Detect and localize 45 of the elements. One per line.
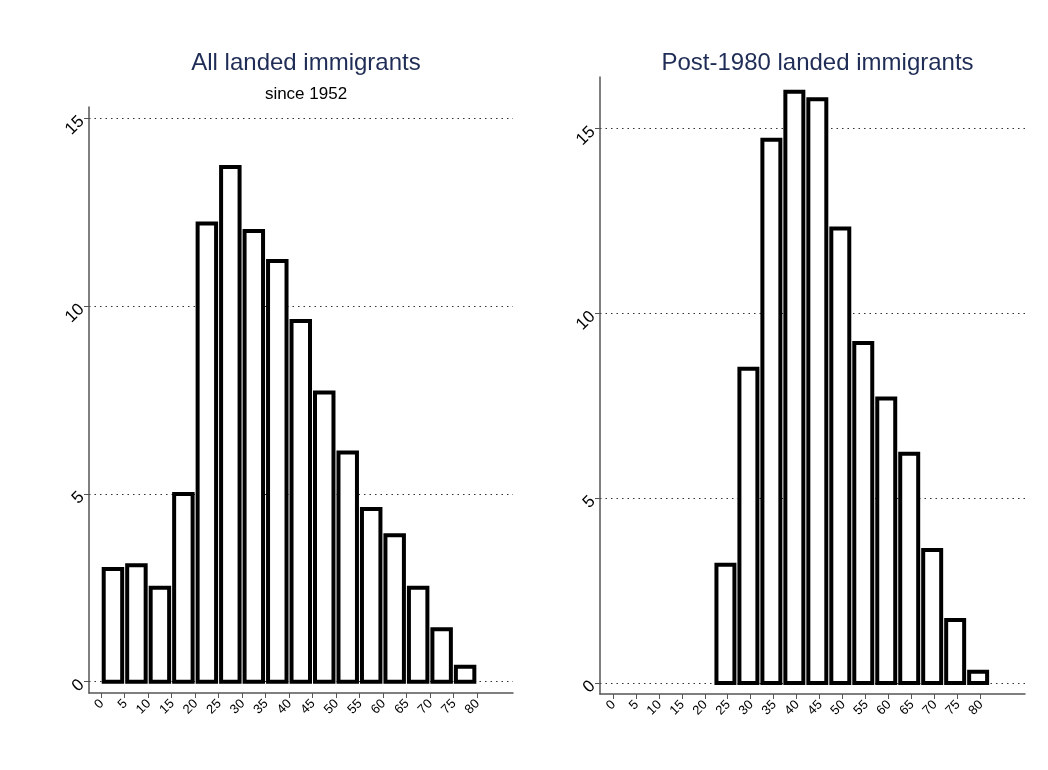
x-tick-label: 40 (781, 696, 802, 718)
x-tick-label: 60 (367, 695, 389, 717)
x-tick-label: 75 (941, 696, 963, 718)
x-tick-label: 70 (918, 696, 940, 718)
x-tick-label: 10 (132, 695, 154, 717)
chart-title: Post-1980 landed immigrants (661, 47, 974, 75)
y-tick-label: 5 (67, 487, 88, 508)
x-tick-label: 65 (390, 695, 412, 717)
x-tick-label: 50 (827, 696, 848, 718)
x-tick-label: 30 (735, 696, 757, 718)
chart-title: All landed immigrants (191, 47, 421, 75)
x-tick-label: 45 (804, 696, 825, 718)
x-tick-label: 15 (156, 695, 177, 717)
x-tick-label: 65 (895, 696, 917, 718)
x-tick-label: 45 (296, 695, 318, 717)
y-tick-label: 10 (60, 299, 88, 327)
x-tick-label: 55 (850, 696, 871, 718)
x-tick-label: 25 (712, 696, 734, 718)
x-tick-label: 55 (343, 695, 365, 717)
x-tick-label: 15 (666, 696, 688, 718)
x-tick-label: 35 (250, 695, 271, 717)
x-tick-label: 5 (625, 696, 642, 713)
x-tick-label: 0 (602, 696, 619, 713)
x-tick-label: 35 (758, 696, 779, 718)
x-tick-label: 30 (226, 695, 248, 717)
x-tick-label: 20 (179, 695, 201, 717)
x-tick-label: 0 (90, 695, 107, 712)
y-tick-label: 0 (67, 675, 88, 696)
y-tick-label: 0 (578, 676, 599, 697)
x-tick-label: 60 (873, 696, 894, 718)
x-tick-label: 50 (320, 695, 342, 717)
y-tick-label: 15 (571, 122, 599, 149)
y-tick-label: 10 (571, 306, 599, 334)
x-tick-label: 75 (437, 695, 459, 717)
y-tick-label: 15 (60, 111, 88, 139)
x-tick-label: 80 (964, 696, 986, 718)
x-tick-label: 20 (689, 696, 711, 718)
y-tick-label: 5 (578, 491, 599, 512)
x-tick-label: 70 (414, 695, 436, 717)
x-tick-label: 5 (114, 695, 130, 712)
x-tick-label: 80 (461, 695, 483, 717)
x-tick-label: 10 (643, 696, 665, 718)
x-tick-label: 25 (203, 695, 224, 717)
x-tick-label: 40 (273, 695, 295, 717)
chart-subtitle: since 1952 (264, 84, 348, 103)
